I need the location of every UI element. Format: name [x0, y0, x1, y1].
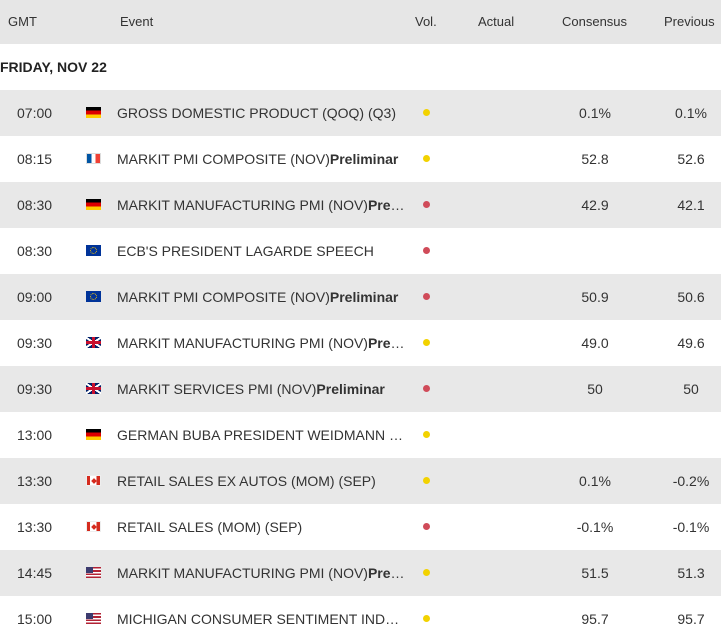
volatility-dot-icon — [423, 523, 430, 530]
table-row[interactable]: 08:30 MARKIT MANUFACTURING PMI (NOV)Preli… — [0, 182, 721, 228]
event-time: 13:30 — [17, 519, 53, 535]
consensus-value: 0.1% — [579, 105, 611, 121]
column-header-actual[interactable]: Actual — [478, 14, 515, 29]
volatility-dot-icon — [423, 477, 430, 484]
canada-flag-icon — [86, 521, 101, 532]
volatility-dot-icon — [423, 569, 430, 576]
event-time: 13:00 — [17, 427, 53, 443]
event-name[interactable]: MARKIT MANUFACTURING PMI (NOV)Preli... — [117, 565, 407, 581]
event-name[interactable]: MARKIT PMI COMPOSITE (NOV)Preliminar — [117, 289, 399, 305]
event-time: 14:45 — [17, 565, 53, 581]
previous-value: -0.2% — [672, 473, 710, 489]
event-time: 09:00 — [17, 289, 53, 305]
volatility-dot-icon — [423, 615, 430, 622]
table-row[interactable]: 09:30 MARKIT SERVICES PMI (NOV)Preliminar… — [0, 366, 721, 412]
event-name[interactable]: GROSS DOMESTIC PRODUCT (QOQ) (Q3) — [117, 105, 396, 121]
uk-flag-icon — [86, 383, 101, 394]
event-time: 08:30 — [17, 243, 53, 259]
column-header-previous[interactable]: Previous — [664, 14, 715, 29]
event-time: 15:00 — [17, 611, 53, 627]
event-time: 13:30 — [17, 473, 53, 489]
column-header-vol[interactable]: Vol. — [415, 14, 437, 29]
volatility-dot-icon — [423, 293, 430, 300]
usa-flag-icon — [86, 613, 101, 624]
consensus-value: 42.9 — [581, 197, 609, 213]
table-row[interactable]: 15:00 MICHIGAN CONSUMER SENTIMENT INDEX..… — [0, 596, 721, 642]
event-name[interactable]: MARKIT SERVICES PMI (NOV)Preliminar — [117, 381, 385, 397]
table-row[interactable]: 14:45 MARKIT MANUFACTURING PMI (NOV)Preli… — [0, 550, 721, 596]
event-name[interactable]: MICHIGAN CONSUMER SENTIMENT INDEX... — [117, 611, 407, 627]
column-header-event[interactable]: Event — [120, 14, 154, 29]
uk-flag-icon — [86, 337, 101, 348]
usa-flag-icon — [86, 567, 101, 578]
event-name[interactable]: MARKIT MANUFACTURING PMI (NOV)Preli... — [117, 197, 407, 213]
table-row[interactable]: 13:30 RETAIL SALES EX AUTOS (MOM) (SEP) 0.… — [0, 458, 721, 504]
germany-flag-icon — [86, 199, 101, 210]
event-time: 07:00 — [17, 105, 53, 121]
event-time: 08:30 — [17, 197, 53, 213]
previous-value: 0.1% — [675, 105, 707, 121]
consensus-value: 50 — [587, 381, 603, 397]
column-header-gmt[interactable]: GMT — [8, 14, 37, 29]
table-header: GMT Event Vol. Actual Consensus Previous — [0, 0, 721, 44]
table-row[interactable]: 09:30 MARKIT MANUFACTURING PMI (NOV)Preli… — [0, 320, 721, 366]
event-name[interactable]: GERMAN BUBA PRESIDENT WEIDMANN S... — [117, 427, 407, 443]
consensus-value: 51.5 — [581, 565, 609, 581]
consensus-value: 0.1% — [579, 473, 611, 489]
table-row[interactable]: 13:00 GERMAN BUBA PRESIDENT WEIDMANN S... — [0, 412, 721, 458]
previous-value: 49.6 — [677, 335, 705, 351]
event-time: 09:30 — [17, 381, 53, 397]
previous-value: 51.3 — [677, 565, 705, 581]
canada-flag-icon — [86, 475, 101, 486]
event-name[interactable]: RETAIL SALES EX AUTOS (MOM) (SEP) — [117, 473, 376, 489]
event-name[interactable]: ECB'S PRESIDENT LAGARDE SPEECH — [117, 243, 374, 259]
date-label: FRIDAY, NOV 22 — [0, 59, 107, 75]
eu-flag-icon — [86, 291, 101, 302]
event-name[interactable]: MARKIT PMI COMPOSITE (NOV)Preliminar — [117, 151, 399, 167]
table-row[interactable]: 08:15 MARKIT PMI COMPOSITE (NOV)Prelimina… — [0, 136, 721, 182]
consensus-value: -0.1% — [576, 519, 614, 535]
column-header-consensus[interactable]: Consensus — [562, 14, 628, 29]
table-row[interactable]: 09:00 MARKIT PMI COMPOSITE (NOV)Prelimina… — [0, 274, 721, 320]
event-time: 08:15 — [17, 151, 53, 167]
table-row[interactable]: 13:30 RETAIL SALES (MOM) (SEP) -0.1% -0.1% — [0, 504, 721, 550]
france-flag-icon — [86, 153, 101, 164]
consensus-value: 95.7 — [581, 611, 609, 627]
eu-flag-icon — [86, 245, 101, 256]
volatility-dot-icon — [423, 385, 430, 392]
previous-value: 50.6 — [677, 289, 705, 305]
volatility-dot-icon — [423, 247, 430, 254]
previous-value: 42.1 — [677, 197, 705, 213]
table-row[interactable]: 08:30 ECB'S PRESIDENT LAGARDE SPEECH — [0, 228, 721, 274]
volatility-dot-icon — [423, 201, 430, 208]
consensus-value: 50.9 — [581, 289, 609, 305]
germany-flag-icon — [86, 107, 101, 118]
volatility-dot-icon — [423, 431, 430, 438]
germany-flag-icon — [86, 429, 101, 440]
previous-value: 50 — [683, 381, 699, 397]
consensus-value: 52.8 — [581, 151, 609, 167]
event-time: 09:30 — [17, 335, 53, 351]
event-name[interactable]: MARKIT MANUFACTURING PMI (NOV)Preli... — [117, 335, 407, 351]
previous-value: 52.6 — [677, 151, 705, 167]
event-list: 07:00 GROSS DOMESTIC PRODUCT (QOQ) (Q3) 0.… — [0, 90, 721, 642]
consensus-value: 49.0 — [581, 335, 609, 351]
previous-value: 95.7 — [677, 611, 705, 627]
previous-value: -0.1% — [672, 519, 710, 535]
event-name[interactable]: RETAIL SALES (MOM) (SEP) — [117, 519, 303, 535]
volatility-dot-icon — [423, 339, 430, 346]
volatility-dot-icon — [423, 109, 430, 116]
table-row[interactable]: 07:00 GROSS DOMESTIC PRODUCT (QOQ) (Q3) 0.… — [0, 90, 721, 136]
volatility-dot-icon — [423, 155, 430, 162]
